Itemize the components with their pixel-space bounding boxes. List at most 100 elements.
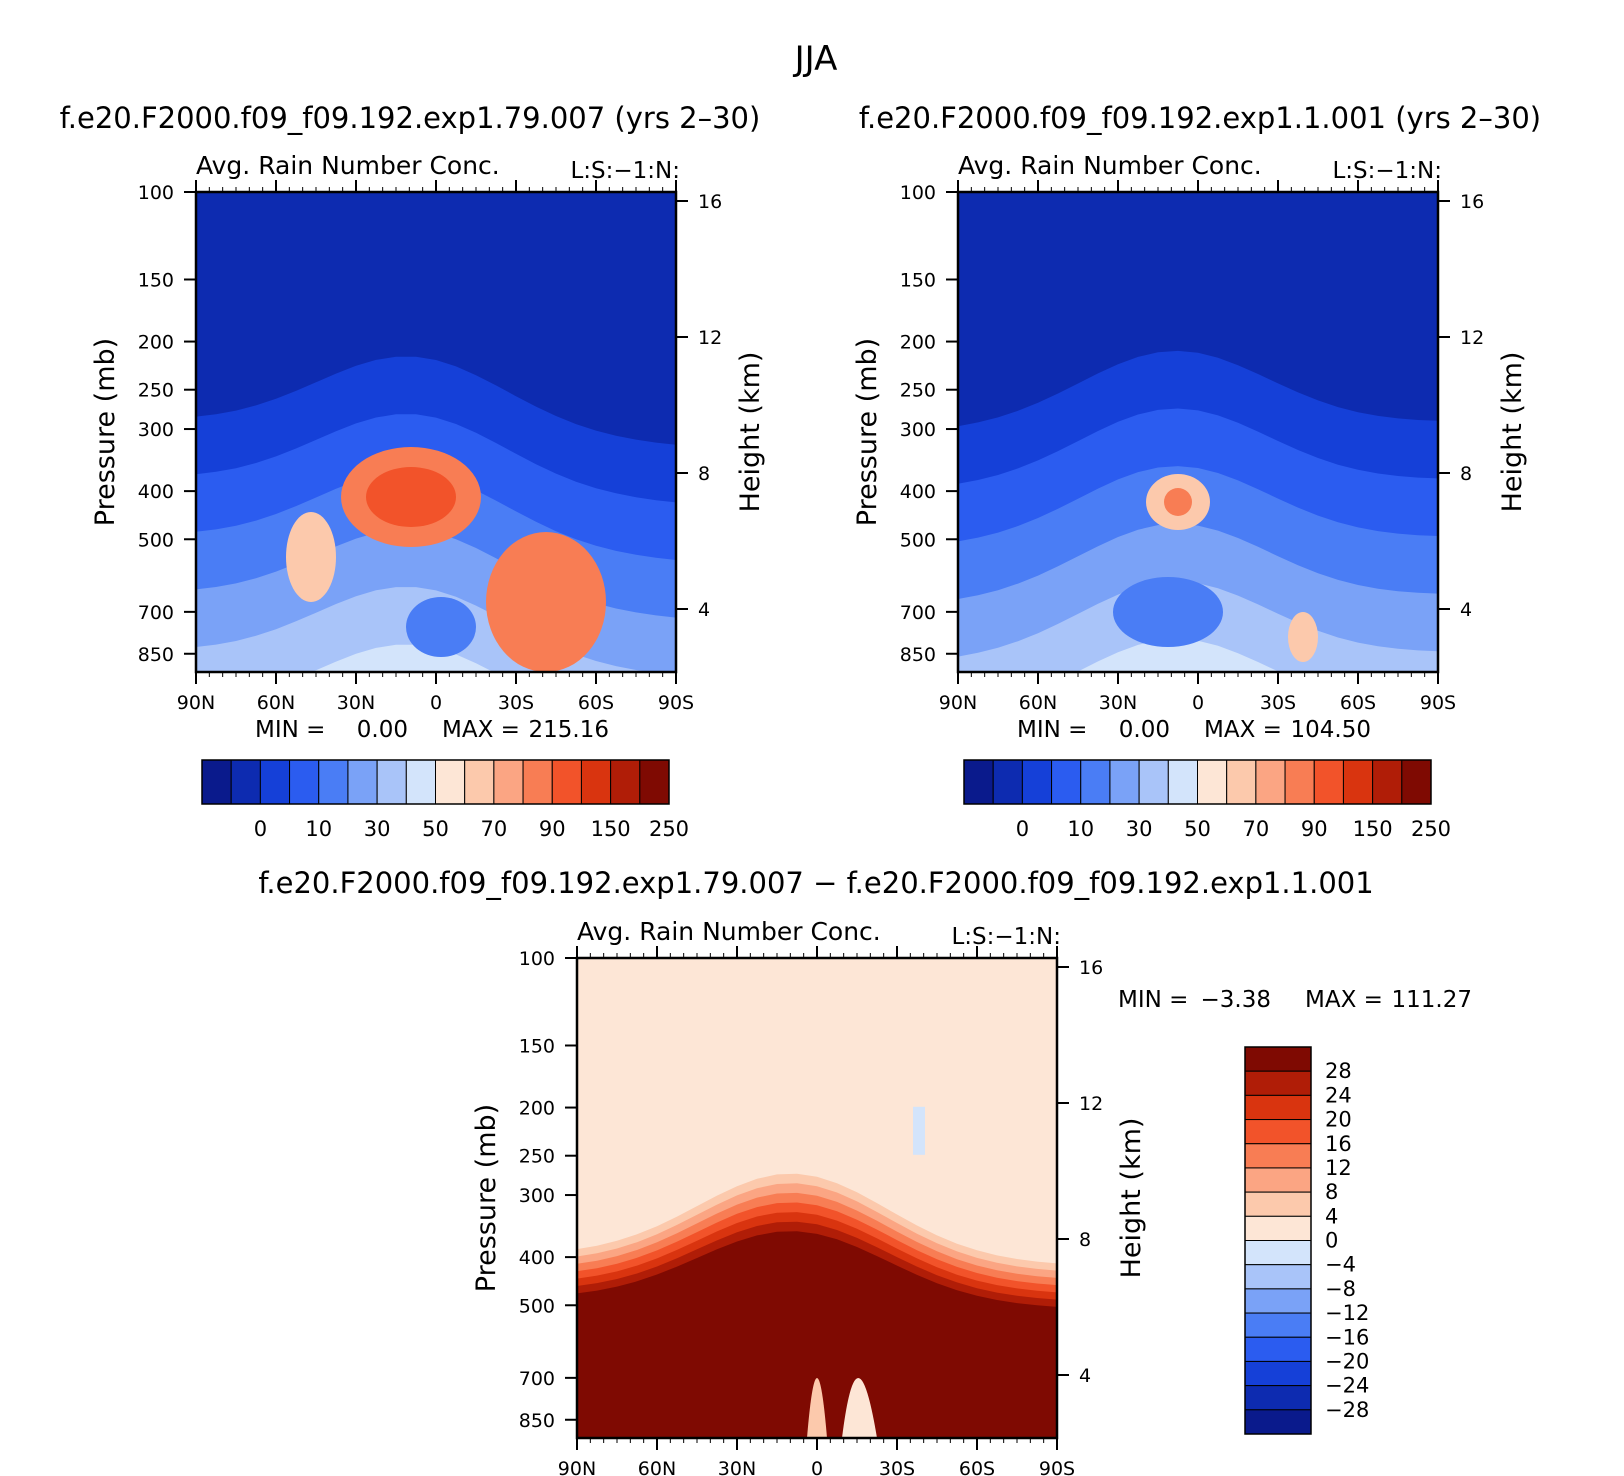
y-tick-label: 400 <box>900 481 936 503</box>
colorbar-swatch <box>1244 1385 1312 1411</box>
colorbar-label: 10 <box>1067 817 1094 841</box>
colorbar-swatch <box>1244 1191 1312 1217</box>
colorbar-swatch <box>464 759 495 805</box>
figure-title: JJA <box>793 39 838 79</box>
y2-tick-label: 12 <box>698 327 722 349</box>
colorbar-swatch <box>1313 759 1344 805</box>
y-tick-label: 150 <box>900 269 936 291</box>
x-tick-label: 0 <box>1192 692 1204 714</box>
colorbar-swatch <box>963 759 994 805</box>
y-axis-label: Pressure (mb) <box>471 1104 502 1292</box>
y2-tick-label: 8 <box>1079 1229 1091 1251</box>
colorbar-swatch <box>1109 759 1140 805</box>
colorbar-label: 50 <box>1184 817 1211 841</box>
colorbar-swatch <box>1244 1240 1312 1266</box>
colorbar-swatch <box>1197 759 1228 805</box>
colorbar-swatch <box>347 759 378 805</box>
colorbar-label: 150 <box>591 817 631 841</box>
y-tick-label: 150 <box>138 269 174 291</box>
y2-tick-label: 4 <box>698 599 710 621</box>
colorbar-label: 0 <box>1325 1229 1338 1253</box>
colorbar-label: 10 <box>305 817 332 841</box>
y-tick-label: 300 <box>519 1185 555 1207</box>
x-tick-label: 30S <box>879 1458 915 1476</box>
colorbar-label: 30 <box>364 817 391 841</box>
y-tick-label: 500 <box>519 1295 555 1317</box>
colorbar-swatch <box>1244 1119 1312 1145</box>
y-tick-label: 100 <box>519 948 555 970</box>
colorbar-label: 28 <box>1325 1059 1352 1083</box>
colorbar-label: 24 <box>1325 1083 1352 1107</box>
colorbar-label: 150 <box>1353 817 1393 841</box>
colorbar-swatch <box>522 759 553 805</box>
x-tick-label: 90S <box>658 692 694 714</box>
colorbar-swatch <box>201 759 232 805</box>
x-tick-label: 90S <box>1039 1458 1075 1476</box>
left-string: Avg. Rain Number Conc. <box>196 151 500 180</box>
y2-tick-label: 16 <box>1460 191 1484 213</box>
colorbar-swatch <box>992 759 1023 805</box>
y-tick-label: 700 <box>519 1368 555 1390</box>
min-value: 0.00 <box>1119 717 1170 743</box>
colorbar-label: 250 <box>1411 817 1451 841</box>
colorbar-swatch <box>318 759 349 805</box>
colorbar-label: 0 <box>254 817 267 841</box>
colorbar-frame <box>963 759 1432 805</box>
colorbar-swatch <box>1244 1070 1312 1096</box>
colorbar-swatch <box>1051 759 1082 805</box>
case-title: f.e20.F2000.f09_f09.192.exp1.79.007 (yrs… <box>60 101 761 135</box>
case-title: f.e20.F2000.f09_f09.192.exp1.1.001 (yrs … <box>859 101 1541 135</box>
colorbar-swatch <box>1244 1312 1312 1338</box>
colorbar-swatch <box>376 759 407 805</box>
colorbar-swatch <box>259 759 291 805</box>
colorbar-label: 30 <box>1126 817 1153 841</box>
colorbar-label: 0 <box>1016 817 1029 841</box>
colorbar-label: −24 <box>1325 1374 1369 1398</box>
min-value: 0.00 <box>357 717 408 743</box>
y-tick-label: 250 <box>519 1146 555 1168</box>
y-tick-label: 500 <box>138 529 174 551</box>
colorbar-frame <box>201 759 670 805</box>
colorbar-label: 250 <box>649 817 689 841</box>
colorbar-label: −4 <box>1325 1253 1356 1277</box>
colorbar-label: −28 <box>1325 1398 1369 1422</box>
colorbar-swatch <box>1244 1336 1312 1362</box>
colorbar-swatch <box>1021 759 1053 805</box>
colorbar-swatch <box>551 759 582 805</box>
x-tick-label: 30N <box>1099 692 1137 714</box>
colorbar-swatch <box>1244 1215 1312 1241</box>
x-tick-label: 60N <box>257 692 295 714</box>
y-tick-label: 500 <box>900 529 936 551</box>
max-label: MAX = <box>1305 987 1383 1013</box>
colorbar-swatch <box>1080 759 1111 805</box>
colorbar-label: 20 <box>1325 1108 1352 1132</box>
max-value: 111.27 <box>1392 987 1472 1013</box>
colorbar-label: −8 <box>1325 1277 1356 1301</box>
y2-tick-label: 4 <box>1460 599 1472 621</box>
x-tick-label: 30S <box>498 692 534 714</box>
colorbar: 0 10 30 50 70 90 150 250 <box>963 759 1451 841</box>
colorbar-swatch <box>289 759 320 805</box>
y-axis-label: Pressure (mb) <box>852 338 883 526</box>
colorbar-swatch <box>1244 1264 1312 1290</box>
y-tick-label: 850 <box>519 1410 555 1432</box>
colorbar-swatch <box>1244 1360 1312 1387</box>
colorbar-swatch <box>405 759 436 805</box>
colorbar-swatch <box>230 759 261 805</box>
y-tick-label: 200 <box>138 332 174 354</box>
colorbar-swatch <box>1244 1094 1312 1121</box>
colorbar-label: 4 <box>1325 1204 1338 1228</box>
colorbar-swatch <box>610 759 641 805</box>
colorbar-label: −16 <box>1325 1325 1369 1349</box>
y-tick-label: 700 <box>900 602 936 624</box>
colorbar-label: 8 <box>1325 1180 1338 1204</box>
colorbar-label: −20 <box>1325 1349 1369 1373</box>
y2-tick-label: 4 <box>1079 1365 1091 1387</box>
contour-field <box>196 192 676 672</box>
y2-tick-label: 16 <box>1079 957 1103 979</box>
y2-tick-label: 12 <box>1460 327 1484 349</box>
colorbar-label: 50 <box>422 817 449 841</box>
y-tick-label: 300 <box>138 419 174 441</box>
y-tick-label: 150 <box>519 1035 555 1057</box>
panel-left: f.e20.F2000.f09_f09.192.exp1.79.007 (yrs… <box>60 101 766 841</box>
